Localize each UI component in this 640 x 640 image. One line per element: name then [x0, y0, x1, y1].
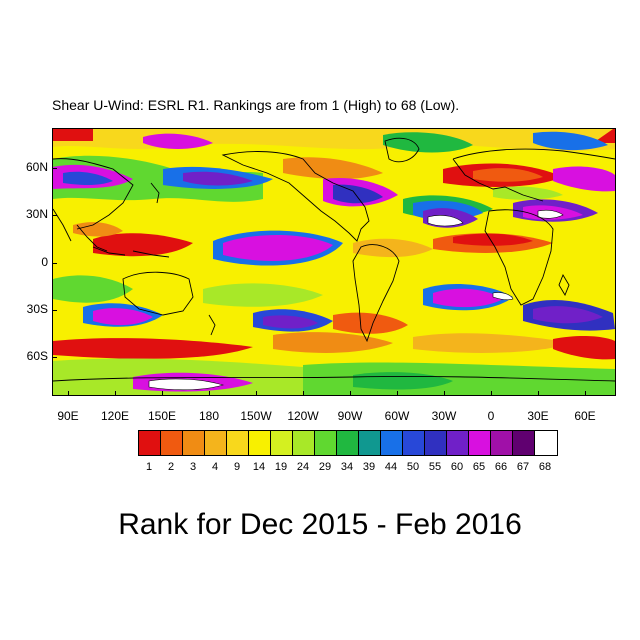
lon-tick — [397, 391, 398, 396]
lon-label-150w: 150W — [240, 409, 272, 423]
lon-label-180: 180 — [198, 409, 220, 423]
lon-label-90w: 90W — [337, 409, 363, 423]
lon-label-60e: 60E — [574, 409, 596, 423]
lat-label-eq: 0 — [41, 255, 48, 269]
lat-tick — [52, 215, 57, 216]
lon-label-120w: 120W — [287, 409, 319, 423]
lat-tick — [52, 310, 57, 311]
lon-tick — [209, 391, 210, 396]
lat-label-60s: 60S — [26, 349, 48, 363]
colorbar-swatch — [183, 431, 205, 455]
lon-label-150e: 150E — [147, 409, 177, 423]
colorbar-label: 4 — [211, 461, 219, 473]
ranking-map — [52, 128, 616, 396]
lon-tick — [444, 391, 445, 396]
lon-tick — [538, 391, 539, 396]
colorbar-label: 34 — [340, 461, 354, 473]
colorbar-swatch — [205, 431, 227, 455]
colorbar-label: 50 — [406, 461, 420, 473]
colorbar-label: 14 — [252, 461, 266, 473]
colorbar-swatch — [337, 431, 359, 455]
colorbar-label: 66 — [494, 461, 508, 473]
colorbar — [138, 430, 558, 456]
lon-label-0: 0 — [487, 409, 495, 423]
lat-tick — [52, 168, 57, 169]
lon-tick — [256, 391, 257, 396]
colorbar-swatch — [271, 431, 293, 455]
colorbar-swatch — [381, 431, 403, 455]
colorbar-label: 60 — [450, 461, 464, 473]
colorbar-swatch — [535, 431, 557, 455]
lon-label-30e: 30E — [527, 409, 549, 423]
colorbar-label: 3 — [189, 461, 197, 473]
lon-label-90e: 90E — [57, 409, 79, 423]
lon-label-30w: 30W — [431, 409, 457, 423]
lat-tick — [52, 357, 57, 358]
colorbar-swatch — [513, 431, 535, 455]
colorbar-swatch — [447, 431, 469, 455]
colorbar-swatch — [139, 431, 161, 455]
colorbar-label: 9 — [233, 461, 241, 473]
lon-tick — [491, 391, 492, 396]
colorbar-label: 55 — [428, 461, 442, 473]
lat-label-30n: 30N — [25, 207, 48, 221]
colorbar-label: 67 — [516, 461, 530, 473]
colorbar-swatch — [469, 431, 491, 455]
colorbar-label: 19 — [274, 461, 288, 473]
map-subtitle: Shear U-Wind: ESRL R1. Rankings are from… — [52, 97, 460, 113]
lat-label-60n: 60N — [25, 160, 48, 174]
page-title: Rank for Dec 2015 - Feb 2016 — [118, 508, 522, 541]
colorbar-label: 24 — [296, 461, 310, 473]
lat-tick — [52, 263, 57, 264]
lon-tick — [162, 391, 163, 396]
lon-tick — [68, 391, 69, 396]
lon-tick — [350, 391, 351, 396]
colorbar-label: 68 — [538, 461, 552, 473]
colorbar-label: 39 — [362, 461, 376, 473]
lat-label-30s: 30S — [26, 302, 48, 316]
coastlines — [53, 137, 615, 382]
lon-label-60w: 60W — [384, 409, 410, 423]
colorbar-swatch — [227, 431, 249, 455]
colorbar-swatch — [425, 431, 447, 455]
ranking-map-canvas — [53, 129, 615, 395]
colorbar-swatch — [161, 431, 183, 455]
colorbar-swatch — [293, 431, 315, 455]
lon-label-120e: 120E — [100, 409, 130, 423]
lon-tick — [115, 391, 116, 396]
colorbar-label: 1 — [145, 461, 153, 473]
colorbar-swatch — [403, 431, 425, 455]
colorbar-swatch — [359, 431, 381, 455]
lon-tick — [585, 391, 586, 396]
colorbar-label: 44 — [384, 461, 398, 473]
colorbar-swatch — [249, 431, 271, 455]
colorbar-label: 65 — [472, 461, 486, 473]
colorbar-label: 29 — [318, 461, 332, 473]
colorbar-label: 2 — [167, 461, 175, 473]
colorbar-swatch — [491, 431, 513, 455]
colorbar-swatch — [315, 431, 337, 455]
lon-tick — [303, 391, 304, 396]
